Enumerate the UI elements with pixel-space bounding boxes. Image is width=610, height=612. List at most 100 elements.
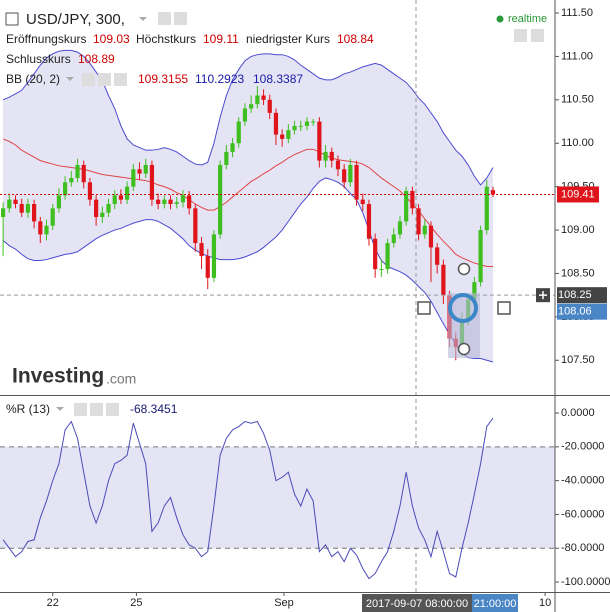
candle-body xyxy=(311,121,316,123)
drawing-handle[interactable] xyxy=(457,342,471,356)
y-tick-label: -100.0000 xyxy=(561,576,610,588)
crosshair-time-label: 2017-09-07 08:00:00 xyxy=(366,598,468,610)
close-value: 108.89 xyxy=(78,52,115,66)
visibility-icon[interactable] xyxy=(74,403,87,416)
band-upper xyxy=(2,49,494,186)
candle-body xyxy=(13,199,18,205)
candle-body xyxy=(354,164,359,200)
candle-body xyxy=(38,221,43,235)
candle-body xyxy=(63,182,68,196)
drawing-handle[interactable] xyxy=(497,301,511,315)
crosshair-time-box xyxy=(362,594,472,612)
candle-body xyxy=(218,164,223,235)
candle-body xyxy=(19,204,24,213)
bb-middle: 109.3155 xyxy=(138,72,188,86)
y-tick-label: -60.0000 xyxy=(561,508,604,520)
band-lower xyxy=(2,177,494,363)
candle-body xyxy=(484,186,489,231)
y-tick-label: 110.50 xyxy=(561,94,594,106)
candle-body xyxy=(149,164,155,200)
band-fill xyxy=(3,50,493,363)
crosshair-price-label: 108.25 xyxy=(558,289,592,301)
symbol-icon[interactable] xyxy=(5,12,19,26)
candle-body xyxy=(329,151,334,161)
visibility-icon[interactable] xyxy=(82,73,95,86)
candle-body xyxy=(174,202,179,205)
crosshair-time-end-box xyxy=(472,594,518,612)
candle-body xyxy=(267,99,272,113)
drawing-handle[interactable] xyxy=(457,262,471,276)
candle-body xyxy=(50,208,55,226)
x-tick-label: 25 xyxy=(130,597,142,609)
crosshair-price-box xyxy=(557,287,607,304)
candle-body xyxy=(255,95,260,105)
candle-body xyxy=(360,199,365,205)
symbol: USD/JPY, 300, xyxy=(26,11,125,28)
close-icon[interactable] xyxy=(106,403,119,416)
y-tick-label: -20.0000 xyxy=(561,441,604,453)
candle-body xyxy=(385,243,390,270)
candle-body xyxy=(416,208,421,235)
settings-icon[interactable] xyxy=(98,73,111,86)
dropdown-arrow[interactable] xyxy=(66,77,74,81)
candle-body xyxy=(298,125,303,127)
bb-label: BB (20, 2) xyxy=(6,72,60,86)
close-icon[interactable] xyxy=(114,73,127,86)
dropdown-arrow[interactable] xyxy=(56,407,64,411)
candle-body xyxy=(379,269,384,271)
indicator-line xyxy=(2,417,494,580)
download-icon[interactable] xyxy=(514,29,527,42)
realtime-dot xyxy=(496,15,504,23)
settings-icon[interactable] xyxy=(174,12,187,25)
drawing-handle[interactable] xyxy=(448,293,478,323)
candle-body xyxy=(224,151,229,165)
y-tick-label: 107.50 xyxy=(561,354,595,366)
dropdown-arrow[interactable] xyxy=(139,17,147,21)
candle-body xyxy=(69,177,74,183)
candle-body xyxy=(94,199,99,218)
candle-body xyxy=(205,256,210,278)
candle-body xyxy=(373,238,378,270)
candle-body xyxy=(199,243,204,257)
visibility-icon[interactable] xyxy=(158,12,171,25)
candle-body xyxy=(87,182,93,200)
candle-body xyxy=(348,164,353,183)
candle-body xyxy=(106,204,111,213)
candle-body xyxy=(230,143,235,152)
overlay: 111.50111.00110.50110.00109.50109.00108.… xyxy=(47,7,610,612)
candle-body xyxy=(118,195,124,200)
settings-icon[interactable] xyxy=(90,403,103,416)
low-label: niedrigster Kurs xyxy=(246,32,330,46)
high-value: 109.11 xyxy=(203,32,239,46)
plot-marks xyxy=(0,0,559,596)
y-tick-label: 108.50 xyxy=(561,267,595,279)
candle-body xyxy=(280,134,285,139)
bb-upper: 110.2923 xyxy=(195,72,244,86)
crosshair-time-end-label: 21:00:00 xyxy=(474,598,517,610)
candle-body xyxy=(75,164,80,178)
low-value: 108.84 xyxy=(337,32,374,46)
candle-body xyxy=(472,282,477,300)
candle-body xyxy=(478,230,483,283)
candle-body xyxy=(236,121,241,144)
candle-body xyxy=(242,108,248,122)
realtime-label: realtime xyxy=(508,13,547,25)
maximize-icon[interactable] xyxy=(531,29,544,42)
candle-body xyxy=(441,264,446,296)
candle-body xyxy=(435,247,440,265)
candle-body xyxy=(404,190,409,222)
open-value: 109.03 xyxy=(93,32,130,46)
candle-body xyxy=(7,199,12,209)
candle-body xyxy=(56,195,62,209)
y-tick-label: 0.0000 xyxy=(561,407,595,419)
drawing-handle[interactable] xyxy=(417,301,431,315)
candle-body xyxy=(25,204,31,213)
candle-body xyxy=(249,104,254,109)
candle-body xyxy=(131,169,136,187)
x-tick-label: 10 xyxy=(539,597,551,609)
level-band xyxy=(0,446,555,549)
y-tick-label: -40.0000 xyxy=(561,475,604,487)
candle-body xyxy=(323,151,328,161)
